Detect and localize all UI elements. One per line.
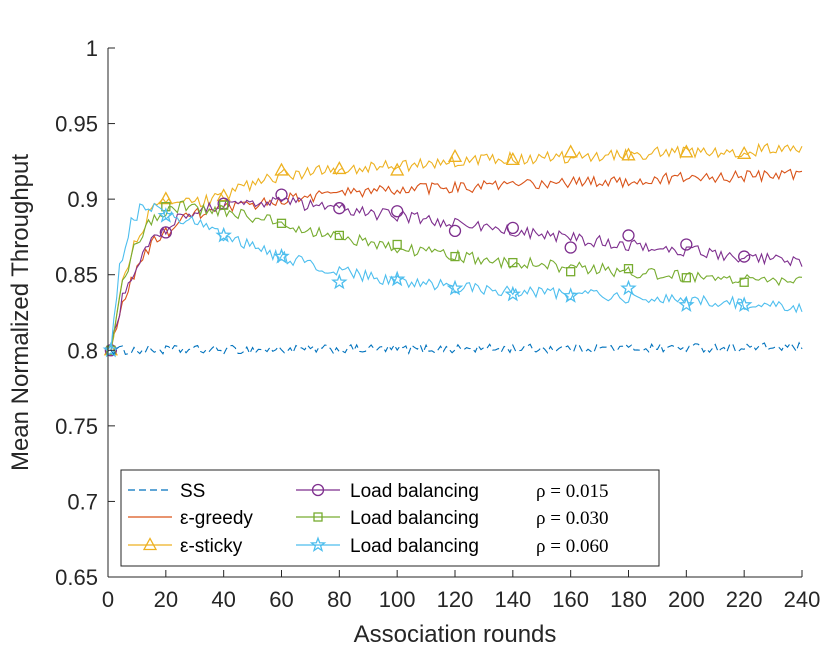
series-5-marker	[273, 247, 290, 264]
legend-item-0: SS	[128, 481, 205, 502]
series-4-marker	[623, 264, 634, 274]
series-4-marker	[334, 230, 344, 241]
x-tick-label: 200	[668, 587, 705, 612]
series-5-marker	[620, 279, 637, 296]
series-5	[102, 202, 803, 358]
series-3-marker	[159, 226, 172, 239]
series-2-marker	[274, 162, 289, 176]
x-tick-label: 160	[552, 587, 589, 612]
series-3-marker	[622, 229, 635, 242]
series-line-1	[110, 168, 803, 351]
x-tick-label: 220	[726, 587, 763, 612]
series-5-marker	[678, 296, 695, 312]
legend-label-2: ε-sticky	[180, 536, 243, 557]
legend-label-5: Load balancing	[350, 536, 479, 557]
series-3-marker	[680, 238, 693, 251]
series-layer	[102, 142, 803, 358]
series-3-marker	[275, 188, 288, 201]
y-tick-label: 0.75	[55, 414, 98, 439]
x-tick-label: 240	[784, 587, 821, 612]
series-4-marker	[566, 267, 576, 277]
y-tick-label: 0.85	[55, 263, 98, 288]
legend-label-1: ε-greedy	[180, 508, 253, 529]
y-tick-label: 1	[86, 36, 98, 61]
y-tick-label: 0.95	[55, 112, 98, 137]
legend-item-4: Load balancing ρ = 0.030	[296, 508, 608, 529]
series-4-marker	[392, 239, 402, 250]
legend-label-3: Load balancing	[350, 481, 479, 502]
legend-marker-5	[309, 536, 327, 553]
x-tick-label: 140	[494, 587, 531, 612]
x-tick-label: 100	[379, 587, 416, 612]
series-5-marker	[388, 270, 406, 287]
series-2-marker	[563, 144, 578, 158]
x-tick-label: 80	[327, 587, 351, 612]
series-5-marker	[735, 296, 753, 312]
series-3-marker	[506, 221, 519, 235]
series-2-marker	[390, 162, 405, 176]
series-3-marker	[564, 241, 577, 254]
series-4-marker	[276, 218, 287, 228]
series-5-marker	[562, 287, 579, 303]
legend-label-0: SS	[180, 481, 205, 502]
x-axis-label: Association rounds	[354, 621, 557, 648]
series-4	[106, 200, 803, 355]
series-2-marker	[679, 144, 694, 158]
series-3-marker	[391, 205, 404, 218]
series-line-0	[110, 341, 803, 356]
legend-item-2: ε-sticky	[128, 536, 243, 557]
series-2	[103, 142, 803, 356]
series-4-marker	[508, 257, 518, 268]
legend-marker-2	[142, 537, 158, 551]
series-4-marker	[450, 251, 460, 262]
series-4-marker	[739, 277, 749, 287]
legend-marker-4	[313, 512, 323, 522]
x-tick-label: 40	[211, 587, 235, 612]
y-tick-label: 0.7	[67, 489, 98, 514]
series-5-marker	[215, 226, 232, 243]
x-tick-label: 0	[102, 587, 114, 612]
series-5-marker	[446, 279, 464, 296]
legend-marker-3	[311, 483, 325, 497]
series-2-marker	[447, 148, 463, 162]
series-2-marker	[158, 191, 173, 205]
y-tick-label: 0.65	[55, 565, 98, 590]
legend-item-1: ε-greedy	[128, 508, 253, 529]
y-axis-label: Mean Normalized Throughput	[7, 154, 34, 471]
series-3-marker	[448, 224, 462, 238]
series-5-marker	[331, 273, 348, 290]
legend-label-4: Load balancing	[350, 508, 479, 529]
series-5-marker	[157, 207, 175, 223]
x-tick-label: 20	[154, 587, 178, 612]
legend-item-5: Load balancing ρ = 0.060	[296, 536, 608, 557]
axes-layer: 0 20 40 60 80 100 120 140 160 180 200 220 240 0.65 0.7…	[7, 36, 820, 648]
series-0	[110, 341, 803, 356]
series-1	[110, 168, 803, 351]
series-4-marker	[681, 273, 691, 283]
x-tick-label: 120	[437, 587, 474, 612]
legend-box	[120, 469, 660, 567]
y-tick-label: 0.8	[67, 338, 98, 363]
series-3-marker	[333, 202, 346, 215]
series-2-marker	[621, 147, 636, 161]
series-2-marker	[737, 145, 752, 159]
x-tick-label: 60	[269, 587, 293, 612]
series-4-marker	[219, 200, 229, 210]
legend-rho-4: ρ = 0.030	[536, 508, 608, 529]
y-tick-label: 0.9	[67, 187, 98, 212]
legend-rho-5: ρ = 0.060	[536, 536, 608, 557]
legend-rho-3: ρ = 0.015	[536, 481, 608, 502]
series-5-marker	[504, 285, 522, 302]
series-line-4	[110, 200, 803, 351]
series-5-marker	[102, 341, 120, 358]
legend: SS ε-greedy ε-sticky Load balancing ρ = 0.01…	[120, 469, 660, 567]
legend-item-3: Load balancing ρ = 0.015	[296, 481, 608, 502]
series-2-marker	[505, 151, 520, 165]
series-2-marker	[332, 161, 347, 175]
series-3-marker	[738, 250, 751, 263]
x-tick-label: 180	[610, 587, 647, 612]
